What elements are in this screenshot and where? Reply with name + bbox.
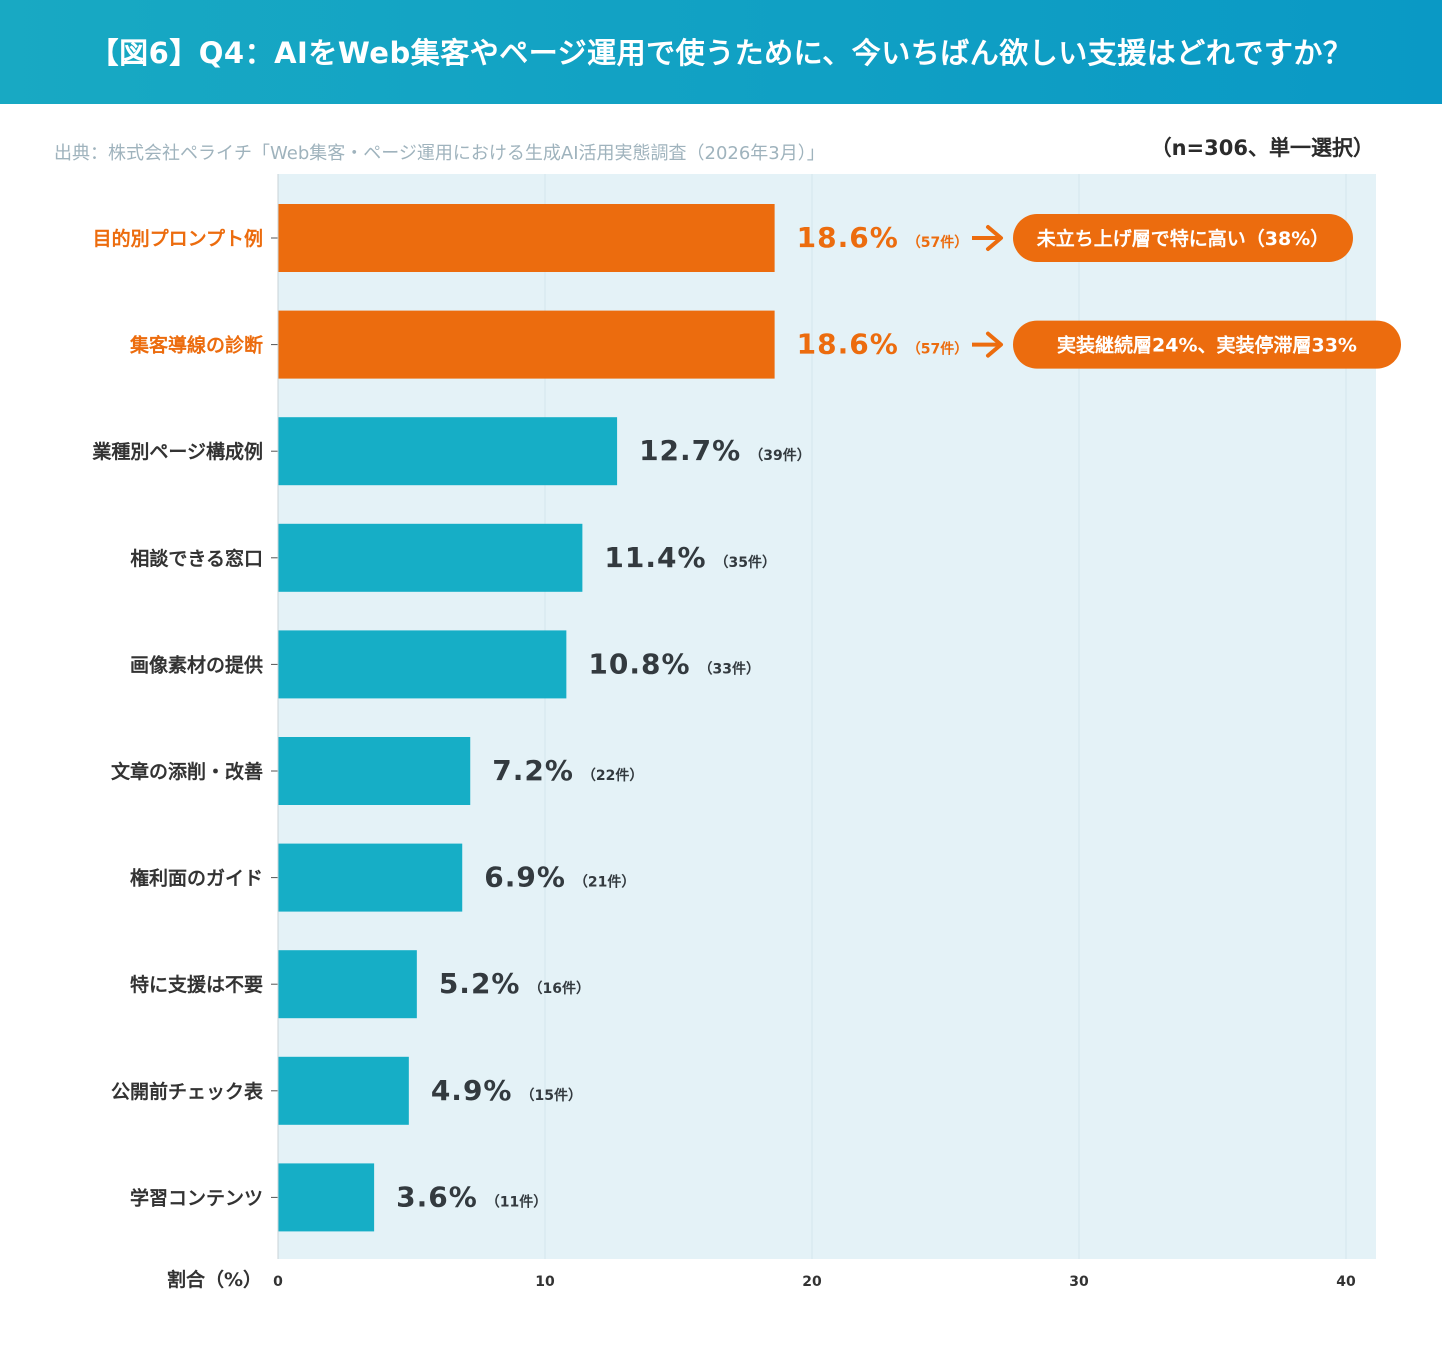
category-labels: 目的別プロンプト例集客導線の診断業種別ページ構成例相談できる窓口画像素材の提供文…: [91, 227, 278, 1209]
value-label: 7.2%: [492, 754, 574, 787]
category-label: 権利面のガイド: [130, 867, 263, 890]
bar: [278, 1163, 375, 1232]
bar: [278, 417, 618, 486]
value-labels: 18.6% （57件） 18.6% （57件） 12.7% （39件） 11.4% （35件）…: [396, 221, 968, 1213]
bar: [278, 1056, 409, 1125]
count-label: （39件）: [749, 447, 810, 464]
x-tick-label: 30: [1069, 1274, 1089, 1290]
value-label: 3.6%: [396, 1180, 478, 1213]
value-label: 12.7%: [639, 434, 741, 467]
count-label: （57件）: [907, 234, 968, 251]
callout-text: 未立ち上げ層で特に高い（38%）: [1036, 227, 1329, 250]
bar: [278, 843, 463, 912]
value-label: 6.9%: [484, 861, 566, 894]
value-label: 11.4%: [604, 541, 706, 574]
bar: [278, 950, 417, 1019]
callout-pill: [1013, 320, 1401, 369]
x-axis-title: 割合（%）: [167, 1268, 262, 1291]
arrow-icon: [986, 225, 1003, 251]
chart-title: 【図6】Q4：AIをWeb集客やページ運用で使うために、今いちばん欲しい支援はど…: [89, 36, 1353, 70]
x-tick-label: 0: [273, 1274, 283, 1290]
category-label: 画像素材の提供: [130, 653, 263, 676]
category-label: 学習コンテンツ: [130, 1186, 263, 1209]
category-label: 業種別ページ構成例: [91, 440, 263, 463]
callout-pill: [1013, 214, 1353, 262]
bars: [278, 204, 775, 1232]
category-label: 文章の添削・改善: [111, 760, 263, 783]
count-label: （15件）: [520, 1087, 581, 1104]
count-label: （33件）: [699, 660, 760, 677]
bar: [278, 204, 775, 272]
category-label: 公開前チェック表: [111, 1080, 264, 1103]
count-label: （21件）: [574, 874, 635, 891]
arrow-icon: [986, 331, 1003, 358]
source-note: 出典：株式会社ペライチ「Web集客・ページ運用における生成AI活用実態調査（20…: [54, 143, 825, 164]
category-label: 目的別プロンプト例: [93, 227, 263, 250]
count-label: （16件）: [528, 980, 589, 997]
title-banner: 【図6】Q4：AIをWeb集客やページ運用で使うために、今いちばん欲しい支援はど…: [0, 0, 1442, 104]
count-label: （11件）: [486, 1193, 547, 1210]
bar: [278, 523, 583, 592]
x-tick-label: 10: [535, 1274, 555, 1290]
value-label: 18.6%: [797, 221, 899, 254]
bar: [278, 310, 775, 379]
value-label: 5.2%: [439, 967, 521, 1000]
category-label: 集客導線の診断: [129, 334, 263, 357]
bar: [278, 630, 567, 699]
bar: [278, 737, 471, 805]
value-label: 18.6%: [797, 328, 899, 361]
count-label: （22件）: [582, 767, 643, 784]
x-tick-label: 20: [802, 1274, 822, 1290]
callout-text: 実装継続層24%、実装停滞層33%: [1057, 334, 1357, 357]
x-axis: 0 10 20 30 40 割合（%）: [167, 174, 1356, 1291]
count-label: （57件）: [907, 341, 968, 358]
value-label: 10.8%: [588, 647, 690, 680]
callouts: 未立ち上げ層で特に高い（38%） 実装継続層24%、実装停滞層33%: [972, 214, 1401, 369]
count-label: （35件）: [715, 554, 776, 571]
sample-size-note: （n=306、単一選択）: [1150, 136, 1374, 160]
category-label: 特に支援は不要: [130, 973, 263, 996]
x-tick-label: 40: [1336, 1274, 1356, 1290]
value-label: 4.9%: [431, 1074, 513, 1107]
category-label: 相談できる窓口: [130, 547, 263, 570]
